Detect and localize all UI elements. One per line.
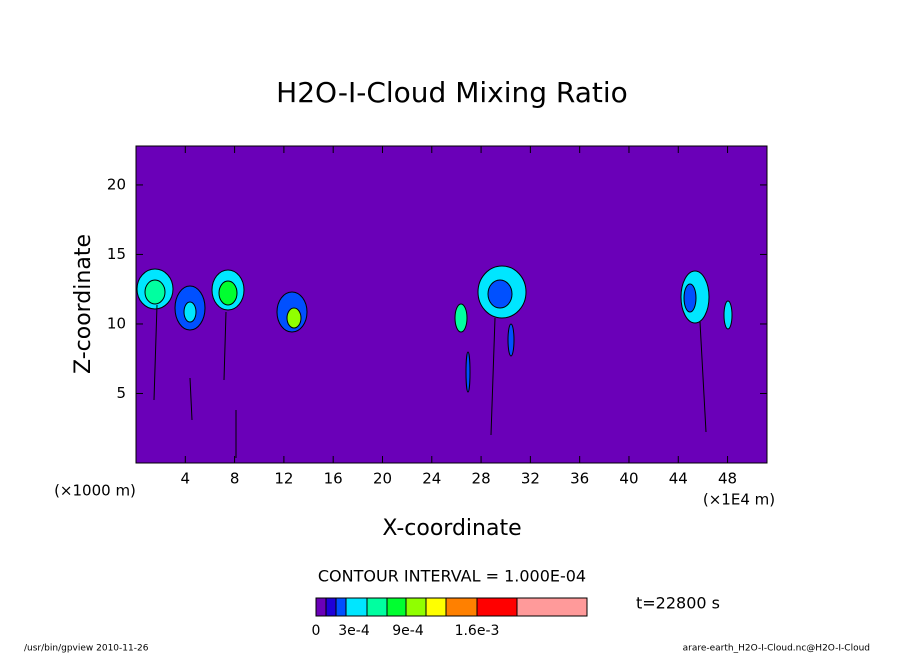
contour-cell — [286, 307, 302, 329]
contour-cell — [683, 283, 697, 313]
x-tick-label: 28 — [472, 470, 491, 488]
x-tick-label: 40 — [619, 470, 638, 488]
contour-interval: CONTOUR INTERVAL = 1.000E-04 — [318, 567, 586, 586]
x-unit-right: (×1E4 m) — [703, 491, 775, 509]
colorbar-segment — [325, 597, 337, 617]
x-tick-label: 32 — [521, 470, 540, 488]
x-unit: (×1000 m) — [54, 482, 136, 500]
x-tick-label: 4 — [181, 470, 191, 488]
x-tick-label: 36 — [570, 470, 589, 488]
contour-cell — [144, 279, 166, 305]
footer-right: arare-earth_H2O-I-Cloud.nc@H2O-I-Cloud — [683, 644, 870, 654]
colorbar-segment — [315, 597, 327, 617]
contour-cell — [487, 279, 513, 309]
y-tick-label: 15 — [107, 245, 126, 263]
contour-cell — [218, 280, 238, 306]
colorbar-segment — [386, 597, 407, 617]
colorbar-label: 3e-4 — [338, 623, 370, 639]
colorbar-label: 0 — [312, 623, 321, 639]
x-axis-label: X-coordinate — [382, 516, 521, 541]
contour-cell — [465, 351, 471, 393]
colorbar-segment — [516, 597, 588, 617]
y-tick-label: 5 — [116, 384, 126, 402]
plot-frame — [135, 145, 768, 464]
colorbar: 0 3e-4 9e-4 1.6e-3 — [312, 597, 588, 639]
colorbar-label: 9e-4 — [392, 623, 424, 639]
x-tick-label: 48 — [718, 470, 737, 488]
contour-cell — [454, 303, 468, 333]
colorbar-segment — [425, 597, 447, 617]
x-tick-label: 20 — [373, 470, 392, 488]
colorbar-segment — [366, 597, 388, 617]
time-label: t=22800 s — [636, 594, 720, 613]
contour-cell — [507, 323, 515, 357]
y-axis-label: Z-coordinate — [71, 234, 96, 374]
plot-area — [136, 146, 767, 463]
colorbar-segment — [345, 597, 368, 617]
x-tick-label: 12 — [274, 470, 293, 488]
contour-cell — [723, 300, 733, 330]
colorbar-segment — [405, 597, 427, 617]
x-tick-label: 44 — [669, 470, 688, 488]
chart-title: H2O-I-Cloud Mixing Ratio — [276, 76, 628, 109]
colorbar-segment — [476, 597, 518, 617]
y-tick-label: 10 — [107, 314, 126, 332]
contour-cell — [183, 301, 197, 323]
x-tick-label: 16 — [324, 470, 343, 488]
contour-field — [136, 265, 733, 458]
contour-line — [153, 304, 707, 458]
colorbar-segment — [335, 597, 347, 617]
colorbar-segment — [445, 597, 478, 617]
footer-left: /usr/bin/gpview 2010-11-26 — [24, 644, 149, 654]
y-tick-label: 20 — [107, 175, 126, 193]
colorbar-label: 1.6e-3 — [455, 623, 500, 639]
x-tick-label: 8 — [230, 470, 240, 488]
x-tick-label: 24 — [422, 470, 441, 488]
